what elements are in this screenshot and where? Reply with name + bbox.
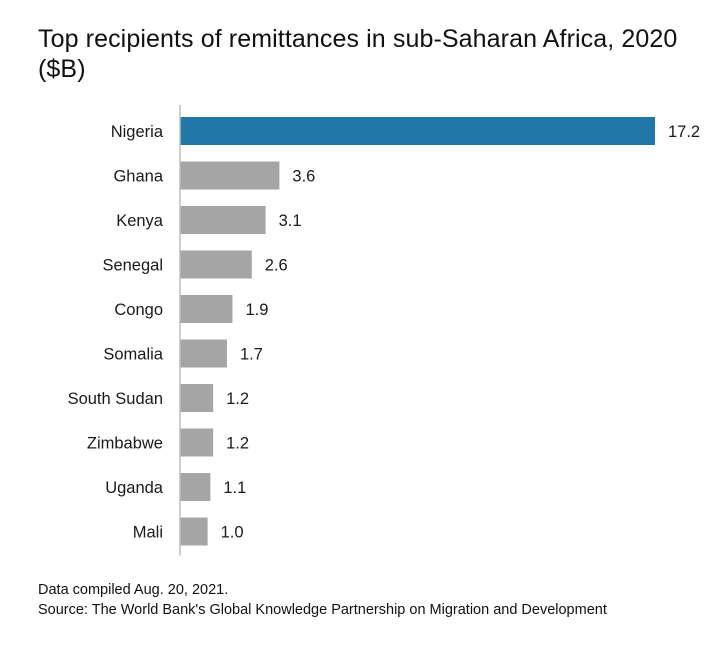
data-compiled-note: Data compiled Aug. 20, 2021. [38, 582, 229, 598]
bar-nigeria [180, 117, 655, 145]
bar-south-sudan [180, 384, 214, 412]
value-label-zimbabwe: 1.2 [226, 435, 249, 453]
bar-kenya [180, 206, 266, 234]
chart-notes: Data compiled Aug. 20, 2021. Source: The… [38, 580, 698, 620]
bar-uganda [180, 473, 211, 501]
value-label-mali: 1.0 [221, 524, 244, 542]
value-label-senegal: 2.6 [265, 257, 288, 275]
value-label-ghana: 3.6 [292, 168, 315, 186]
value-label-uganda: 1.1 [223, 479, 246, 497]
chart-area: Nigeria 17.2 Ghana 3.6 Kenya 3.1 Senegal 2.6 Con… [0, 100, 716, 565]
bar-congo [180, 295, 233, 323]
value-label-congo: 1.9 [245, 301, 268, 319]
category-label-senegal: Senegal [102, 257, 163, 275]
value-label-nigeria: 17.2 [668, 123, 700, 141]
bar-mali [180, 517, 208, 546]
chart-title: Top recipients of remittances in sub-Sah… [38, 25, 678, 83]
category-label-mali: Mali [133, 524, 163, 542]
bar-senegal [180, 250, 252, 279]
source-note: Source: The World Bank's Global Knowledg… [38, 602, 607, 618]
bar-somalia [180, 339, 227, 368]
category-label-nigeria: Nigeria [111, 123, 164, 141]
category-label-ghana: Ghana [113, 168, 163, 186]
category-label-somalia: Somalia [103, 346, 163, 364]
bar-chart: Nigeria 17.2 Ghana 3.6 Kenya 3.1 Senegal 2.6 Con… [68, 105, 700, 556]
category-label-south-sudan: South Sudan [68, 390, 163, 408]
value-label-kenya: 3.1 [279, 212, 302, 230]
category-label-zimbabwe: Zimbabwe [87, 435, 163, 453]
category-label-uganda: Uganda [105, 479, 164, 497]
bar-ghana [180, 161, 280, 190]
value-label-south-sudan: 1.2 [226, 390, 249, 408]
category-label-congo: Congo [114, 301, 163, 319]
category-label-kenya: Kenya [116, 212, 164, 230]
bar-zimbabwe [180, 428, 214, 457]
value-label-somalia: 1.7 [240, 346, 263, 364]
